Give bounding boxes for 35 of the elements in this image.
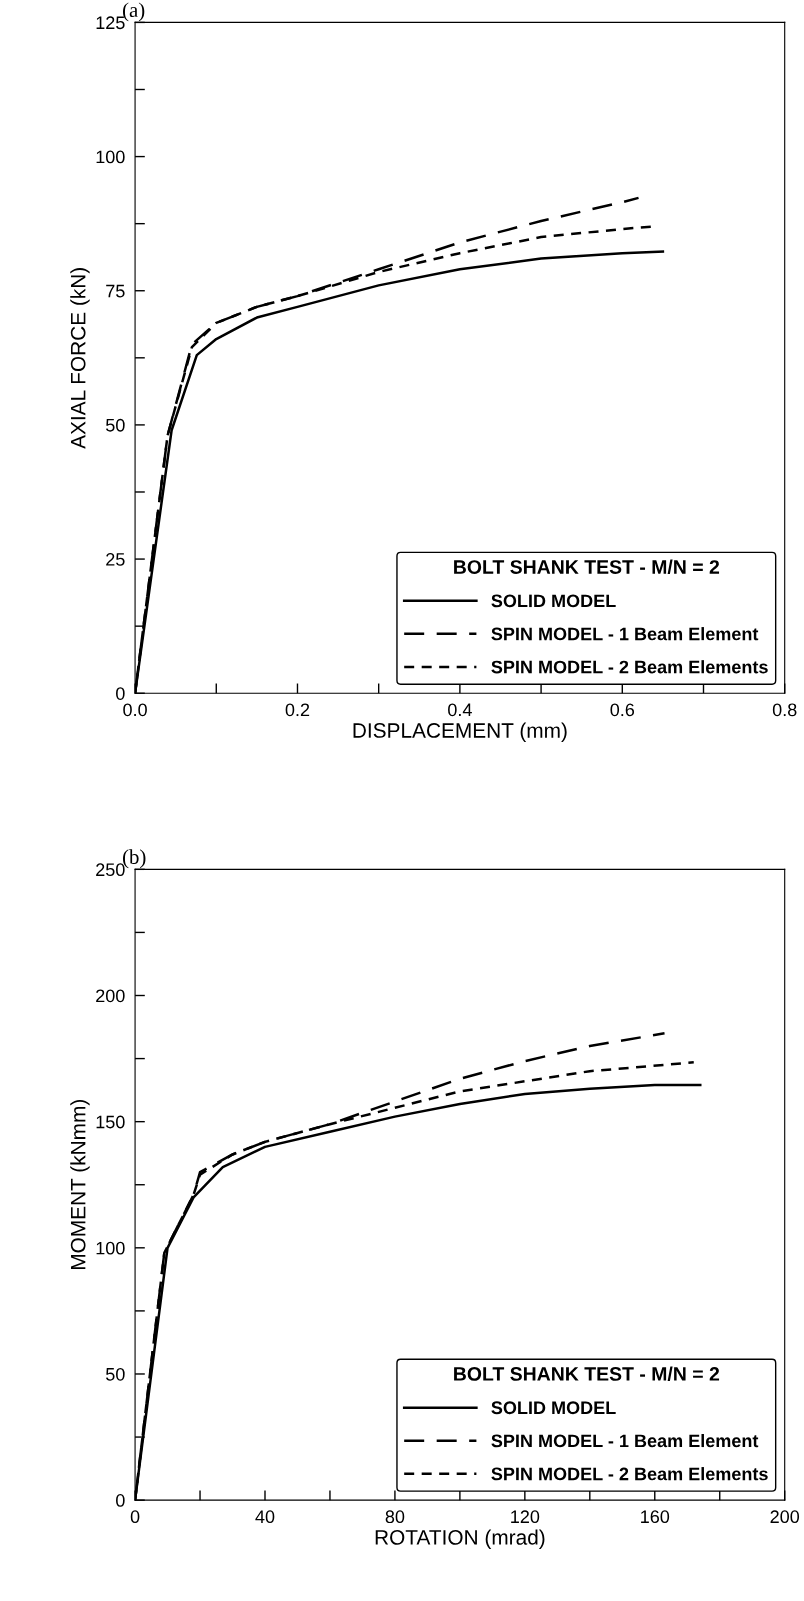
legend-title: BOLT SHANK TEST - M/N = 2	[454, 1366, 720, 1381]
x-tick-label: 0.0	[123, 703, 147, 717]
y-tick-label: 50	[105, 418, 125, 432]
y-tick-label: 150	[96, 1115, 125, 1129]
y-tick-label: 75	[106, 284, 125, 298]
legend-label: SPIN MODEL - 1 Beam Element	[491, 1433, 759, 1448]
x-tick-label: 0.2	[285, 703, 310, 717]
x-tick-label: 0.4	[448, 703, 472, 717]
x-tick-label: 80	[385, 1510, 405, 1524]
y-axis-title: AXIAL FORCE (kN)	[70, 268, 90, 449]
y-tick-label: 0	[116, 687, 125, 700]
chart-title: (a)	[122, 2, 145, 22]
legend-label: SPIN MODEL - 2 Beam Elements	[491, 660, 768, 674]
x-tick-label: 120	[511, 1510, 540, 1524]
y-tick-label: 200	[96, 989, 125, 1003]
y-tick-label: 100	[96, 1241, 125, 1255]
x-tick-label: 0.8	[772, 703, 797, 717]
x-tick-label: 0.6	[610, 703, 635, 717]
y-tick-label: 0	[116, 1494, 125, 1507]
x-axis-title: DISPLACEMENT (mm)	[353, 722, 567, 742]
y-tick-label: 100	[96, 150, 125, 164]
legend-label: SOLID MODEL	[491, 1401, 616, 1415]
x-tick-label: 160	[641, 1510, 670, 1524]
y-tick-label: 50	[105, 1367, 125, 1381]
x-axis-title: ROTATION (mrad)	[375, 1529, 545, 1549]
y-axis-title: MOMENT (kNmm)	[70, 1100, 90, 1270]
legend-label: SOLID MODEL	[491, 594, 616, 608]
x-tick-label: 0	[130, 1510, 140, 1524]
y-tick-label: 125	[96, 16, 125, 30]
y-tick-label: 25	[106, 553, 125, 566]
x-tick-label: 200	[770, 1510, 800, 1524]
legend-label: SPIN MODEL - 2 Beam Elements	[491, 1467, 768, 1481]
legend-title: BOLT SHANK TEST - M/N = 2	[454, 559, 720, 575]
x-tick-label: 40	[255, 1510, 275, 1524]
legend-label: SPIN MODEL - 1 Beam Element	[491, 627, 759, 641]
